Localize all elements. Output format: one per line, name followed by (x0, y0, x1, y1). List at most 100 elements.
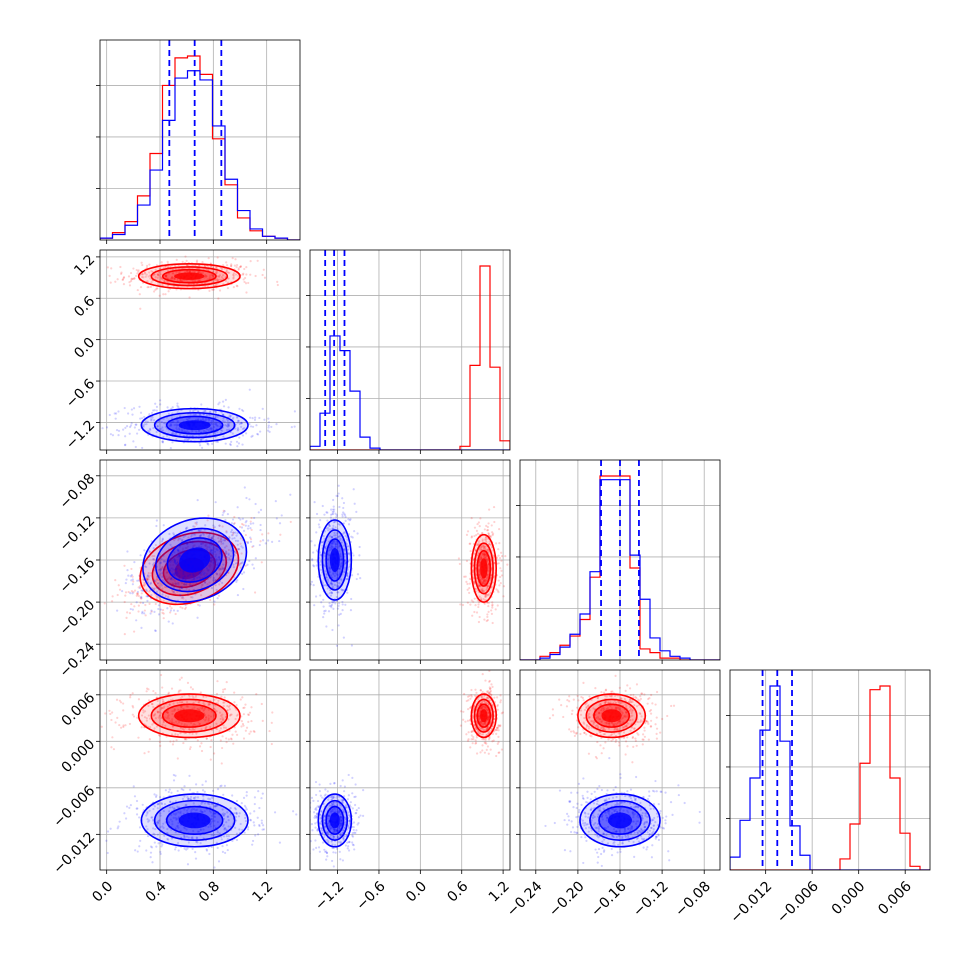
sample-point (186, 543, 189, 546)
sample-point (220, 568, 223, 571)
sample-point (466, 588, 469, 591)
sample-point (479, 727, 482, 730)
sample-point (210, 536, 213, 539)
sample-point (330, 546, 333, 549)
sample-point (207, 443, 210, 446)
sample-point (209, 427, 212, 430)
sample-point (127, 275, 131, 278)
sample-point (211, 789, 215, 792)
sample-point (189, 686, 193, 689)
sample-point (206, 519, 209, 522)
sample-point (480, 547, 483, 551)
sample-point (484, 595, 487, 598)
sample-point (132, 580, 135, 583)
sample-point (149, 428, 152, 431)
sample-point (244, 282, 248, 285)
sample-point (235, 832, 239, 835)
sample-point (199, 810, 202, 813)
sample-point (131, 592, 134, 595)
sample-point (145, 589, 148, 593)
sample-point (475, 721, 479, 724)
sample-point (176, 411, 179, 414)
sample-point (208, 563, 212, 566)
sample-point (198, 571, 202, 574)
sample-point (211, 536, 214, 539)
sample-point (208, 276, 211, 279)
sample-point (258, 543, 261, 547)
sample-point (187, 798, 190, 801)
sample-point (170, 733, 174, 736)
sample-point (486, 577, 489, 580)
sample-point (179, 829, 183, 832)
sample-point (171, 718, 174, 721)
sample-point (225, 681, 228, 684)
sample-point (482, 580, 485, 583)
sample-point (239, 518, 242, 521)
sample-point (481, 733, 485, 736)
sample-point (465, 559, 469, 563)
sample-point (248, 388, 251, 391)
panel-frame (99, 39, 301, 241)
sample-point (329, 594, 333, 597)
sample-point (497, 741, 500, 744)
sample-point (167, 692, 170, 696)
sample-point (239, 537, 242, 540)
sample-point (169, 818, 172, 821)
sample-point (498, 725, 502, 728)
sample-point (175, 427, 178, 430)
sample-point (164, 586, 167, 589)
sample-point (162, 721, 165, 724)
sample-point (176, 423, 180, 426)
sample-point (198, 604, 201, 607)
sample-point (138, 826, 142, 829)
sample-point (483, 553, 486, 556)
sample-point (132, 706, 135, 709)
sample-point (218, 832, 221, 835)
sample-point (211, 558, 214, 561)
sample-point (211, 275, 215, 278)
sample-point (175, 423, 178, 426)
sample-point (109, 433, 112, 436)
sample-point (227, 423, 230, 427)
sample-point (149, 277, 152, 280)
y-tick-label: −0.6 (63, 376, 98, 411)
sample-point (225, 737, 228, 740)
sample-point (468, 577, 472, 580)
sample-point (328, 524, 331, 528)
sample-point (250, 528, 253, 532)
sample-point (238, 436, 241, 439)
x-tick-label: 0.8 (196, 878, 223, 905)
sample-point (229, 806, 232, 810)
sample-point (332, 512, 335, 515)
sample-point (157, 716, 160, 719)
sample-point (207, 535, 210, 538)
sample-point (173, 580, 177, 583)
sample-point (240, 725, 243, 728)
sample-point (339, 537, 342, 540)
sample-point (200, 533, 203, 536)
sample-point (165, 275, 168, 279)
sample-point (172, 816, 175, 819)
sample-point (230, 264, 233, 267)
sample-point (464, 720, 467, 723)
sample-point (468, 694, 471, 698)
sample-point (236, 713, 240, 716)
sample-point (152, 290, 156, 293)
sample-point (166, 571, 169, 574)
sample-point (236, 733, 239, 736)
sample-point (497, 735, 500, 738)
sample-point (203, 790, 206, 793)
sample-point (191, 732, 194, 735)
sample-point (244, 524, 247, 527)
sample-point (177, 849, 180, 852)
sample-point (157, 604, 161, 607)
sample-point (176, 723, 179, 726)
sample-point (326, 511, 329, 514)
sample-point (220, 762, 223, 765)
sample-point (216, 680, 219, 683)
sample-point (186, 541, 189, 545)
sample-point (251, 563, 254, 566)
sample-point (329, 516, 332, 519)
sample-point (240, 545, 243, 548)
sample-point (183, 795, 186, 798)
